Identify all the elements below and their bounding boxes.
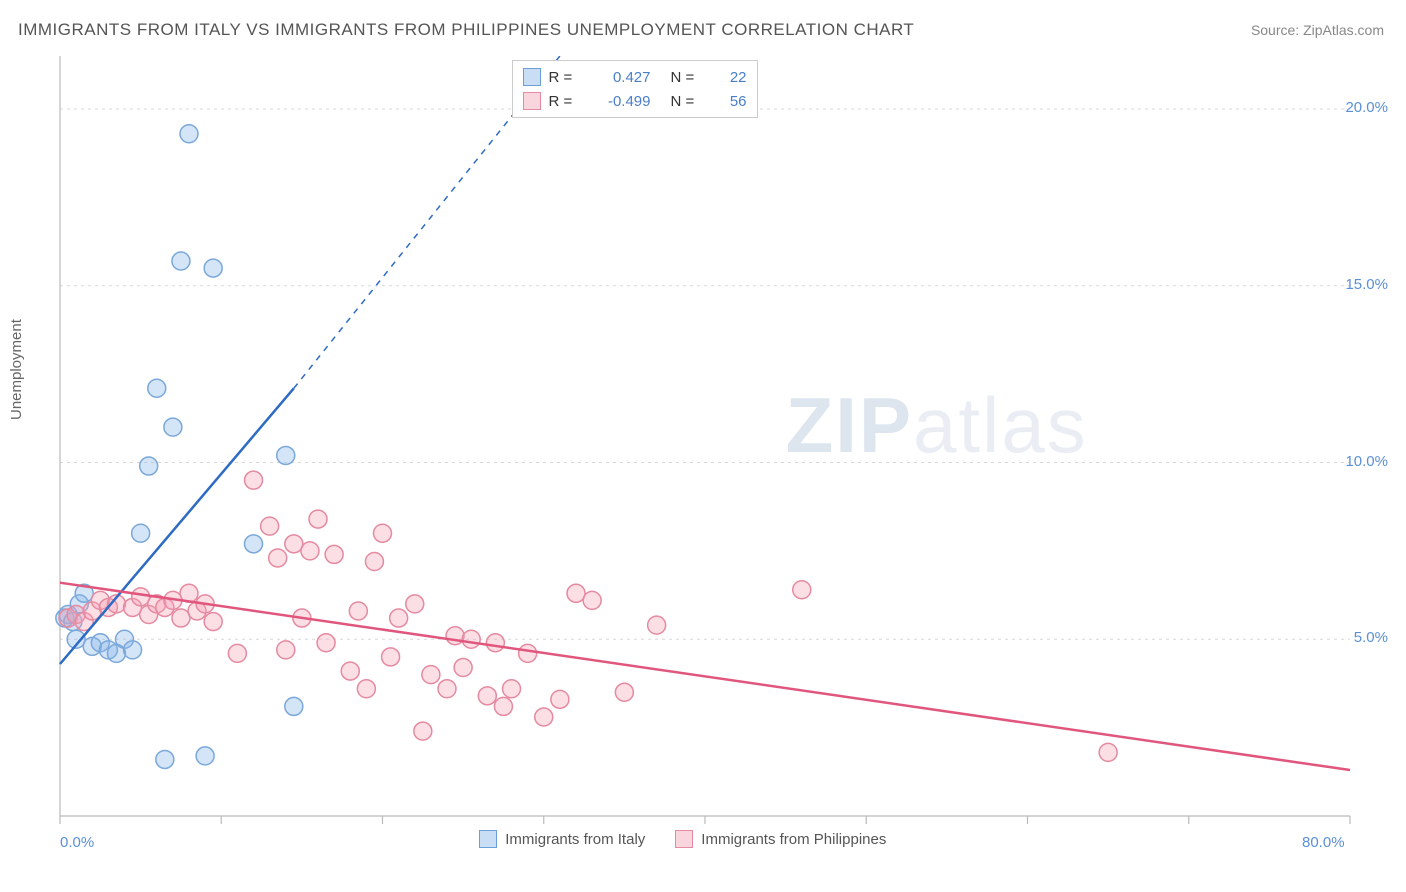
series-legend-label: Immigrants from Philippines <box>701 831 886 848</box>
data-point <box>1099 743 1117 761</box>
data-point <box>365 552 383 570</box>
data-point <box>156 750 174 768</box>
data-point <box>583 591 601 609</box>
data-point <box>438 680 456 698</box>
data-point <box>228 644 246 662</box>
data-point <box>277 446 295 464</box>
data-point <box>317 634 335 652</box>
data-point <box>382 648 400 666</box>
data-point <box>245 471 263 489</box>
data-point <box>414 722 432 740</box>
data-point <box>422 666 440 684</box>
data-point <box>341 662 359 680</box>
data-point <box>172 609 190 627</box>
data-point <box>478 687 496 705</box>
y-tick-label: 5.0% <box>1354 629 1388 646</box>
data-point <box>196 747 214 765</box>
legend-swatch <box>523 92 541 110</box>
data-point <box>301 542 319 560</box>
data-point <box>172 252 190 270</box>
data-point <box>357 680 375 698</box>
data-point <box>180 125 198 143</box>
data-point <box>269 549 287 567</box>
chart-title: IMMIGRANTS FROM ITALY VS IMMIGRANTS FROM… <box>18 20 914 40</box>
r-label: R = <box>549 93 583 110</box>
data-point <box>285 535 303 553</box>
trend-line <box>60 583 1350 770</box>
data-point <box>148 379 166 397</box>
y-tick-label: 20.0% <box>1345 99 1388 116</box>
r-label: R = <box>549 69 583 86</box>
chart-area: ZIPatlas <box>48 56 1368 846</box>
data-point <box>132 524 150 542</box>
data-point <box>164 418 182 436</box>
source-attribution: Source: ZipAtlas.com <box>1251 22 1384 38</box>
data-point <box>535 708 553 726</box>
correlation-legend-row: R = -0.499 N = 56 <box>523 89 747 113</box>
correlation-legend: R = 0.427 N = 22 R = -0.499 N = 56 <box>512 60 758 118</box>
data-point <box>124 641 142 659</box>
data-point <box>494 697 512 715</box>
n-value: 22 <box>713 69 747 86</box>
data-point <box>204 613 222 631</box>
legend-swatch <box>675 830 693 848</box>
data-point <box>462 630 480 648</box>
series-legend: Immigrants from Italy Immigrants from Phi… <box>479 830 886 848</box>
data-point <box>503 680 521 698</box>
data-point <box>793 581 811 599</box>
data-point <box>204 259 222 277</box>
series-legend-item: Immigrants from Italy <box>479 830 645 848</box>
data-point <box>454 659 472 677</box>
data-point <box>519 644 537 662</box>
x-tick-label: 0.0% <box>60 834 94 851</box>
data-point <box>567 584 585 602</box>
data-point <box>648 616 666 634</box>
n-value: 56 <box>713 93 747 110</box>
data-point <box>277 641 295 659</box>
data-point <box>374 524 392 542</box>
n-label: N = <box>671 69 705 86</box>
data-point <box>261 517 279 535</box>
data-point <box>325 545 343 563</box>
data-point <box>390 609 408 627</box>
data-point <box>245 535 263 553</box>
y-tick-label: 15.0% <box>1345 276 1388 293</box>
series-legend-item: Immigrants from Philippines <box>675 830 886 848</box>
legend-swatch <box>523 68 541 86</box>
data-point <box>285 697 303 715</box>
data-point <box>349 602 367 620</box>
data-point <box>309 510 327 528</box>
y-tick-label: 10.0% <box>1345 453 1388 470</box>
data-point <box>140 457 158 475</box>
data-point <box>551 690 569 708</box>
scatter-plot-svg: ZIPatlas <box>48 56 1368 846</box>
correlation-legend-row: R = 0.427 N = 22 <box>523 65 747 89</box>
y-axis-label: Unemployment <box>8 319 25 420</box>
data-point <box>486 634 504 652</box>
r-value: -0.499 <box>591 93 651 110</box>
watermark: ZIPatlas <box>786 381 1088 469</box>
legend-swatch <box>479 830 497 848</box>
data-point <box>406 595 424 613</box>
r-value: 0.427 <box>591 69 651 86</box>
x-tick-label: 80.0% <box>1302 834 1345 851</box>
n-label: N = <box>671 93 705 110</box>
data-point <box>615 683 633 701</box>
data-point <box>132 588 150 606</box>
series-legend-label: Immigrants from Italy <box>505 831 645 848</box>
